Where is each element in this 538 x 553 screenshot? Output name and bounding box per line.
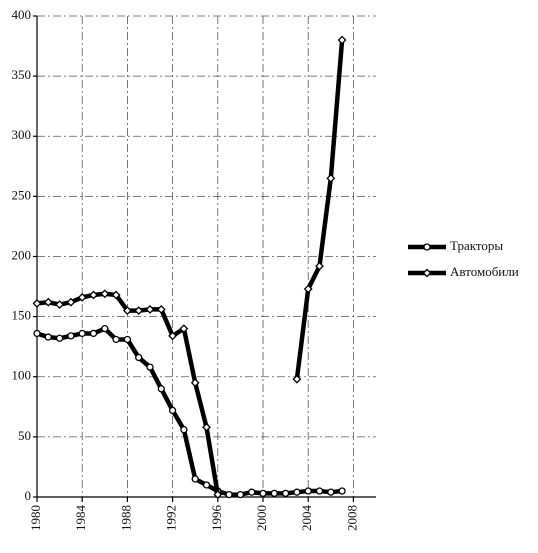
marker	[292, 374, 302, 384]
marker	[134, 306, 144, 316]
marker	[89, 290, 98, 300]
marker	[43, 297, 53, 307]
y-tick-label: 0	[25, 488, 32, 503]
marker	[100, 289, 110, 299]
y-tick-label: 200	[12, 247, 32, 262]
y-tick-label: 350	[12, 67, 32, 82]
marker	[191, 475, 199, 483]
marker	[77, 292, 87, 302]
marker	[168, 331, 178, 341]
marker	[44, 333, 52, 341]
marker	[112, 335, 120, 344]
marker	[327, 488, 335, 496]
marker	[66, 297, 76, 307]
marker	[236, 490, 245, 499]
marker	[315, 261, 324, 271]
marker	[135, 353, 143, 362]
legend-marker	[423, 243, 431, 251]
marker	[168, 406, 177, 415]
marker	[225, 490, 233, 499]
marker	[248, 488, 256, 496]
marker	[326, 173, 336, 183]
marker	[111, 290, 121, 300]
marker	[32, 298, 42, 308]
marker	[338, 487, 346, 495]
marker	[259, 489, 267, 498]
marker	[315, 487, 324, 495]
marker	[202, 481, 211, 489]
marker	[123, 335, 132, 344]
marker	[145, 304, 155, 314]
y-tick-label: 400	[12, 7, 32, 22]
marker	[213, 490, 223, 500]
legend-marker	[422, 268, 432, 278]
marker	[89, 329, 98, 338]
marker	[190, 378, 200, 388]
marker	[337, 35, 347, 45]
marker	[33, 329, 41, 338]
legend-label: Автомобили	[450, 264, 519, 279]
marker	[146, 363, 154, 371]
x-tick-label: 1996	[209, 505, 224, 532]
x-tick-label: 2008	[344, 505, 359, 531]
marker	[179, 324, 189, 334]
marker	[304, 487, 312, 495]
marker	[55, 300, 65, 310]
marker	[157, 385, 165, 393]
series-line	[36, 39, 345, 495]
marker	[101, 324, 109, 333]
legend-label: Тракторы	[450, 238, 503, 253]
marker	[202, 422, 211, 432]
marker	[180, 426, 188, 434]
series-line	[36, 326, 343, 497]
marker	[156, 304, 166, 314]
x-tick-label: 2000	[254, 505, 269, 531]
marker	[122, 306, 132, 316]
y-tick-label: 50	[18, 428, 31, 443]
marker	[55, 334, 64, 342]
x-tick-label: 1984	[73, 505, 88, 532]
marker	[67, 332, 75, 340]
marker	[78, 329, 86, 338]
x-tick-label: 2004	[299, 505, 314, 532]
marker	[303, 284, 313, 294]
y-tick-label: 250	[12, 187, 32, 202]
x-tick-label: 1980	[28, 505, 43, 531]
y-tick-label: 150	[12, 308, 32, 323]
x-tick-label: 1992	[164, 505, 179, 531]
marker	[281, 489, 290, 498]
x-tick-label: 1988	[118, 505, 133, 531]
y-tick-label: 300	[12, 127, 32, 142]
marker	[270, 489, 278, 498]
marker	[293, 488, 301, 496]
y-tick-label: 100	[12, 368, 32, 383]
